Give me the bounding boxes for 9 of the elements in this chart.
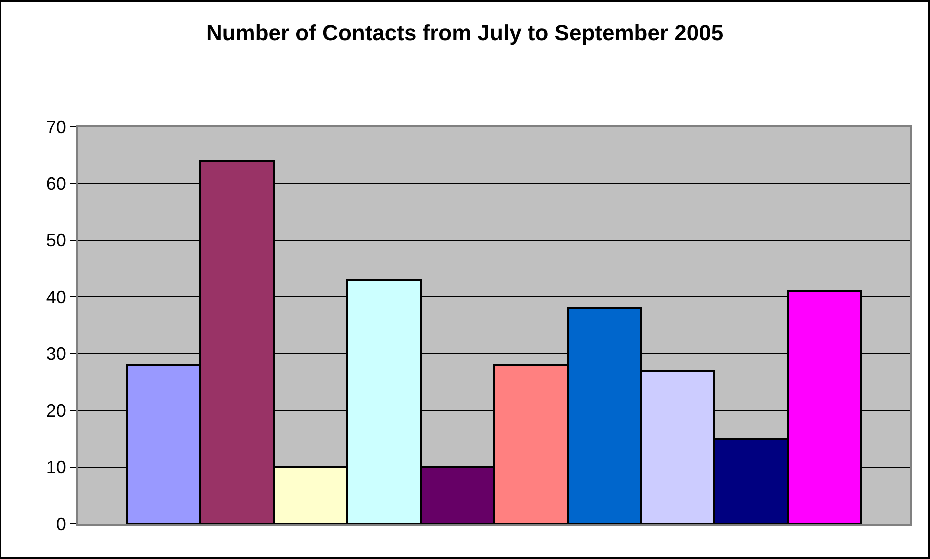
y-tick-label: 20 (46, 400, 66, 421)
y-tick-label: 50 (46, 230, 66, 251)
y-tick-label: 10 (46, 458, 66, 478)
y-tick-label: 60 (46, 174, 66, 194)
y-tick-label: 0 (56, 514, 66, 534)
chart-title: Number of Contacts from July to September 2005 (206, 20, 724, 46)
y-tick-label: 40 (46, 287, 66, 308)
y-tick-label: 30 (46, 344, 66, 364)
y-tick-label: 70 (46, 117, 66, 138)
